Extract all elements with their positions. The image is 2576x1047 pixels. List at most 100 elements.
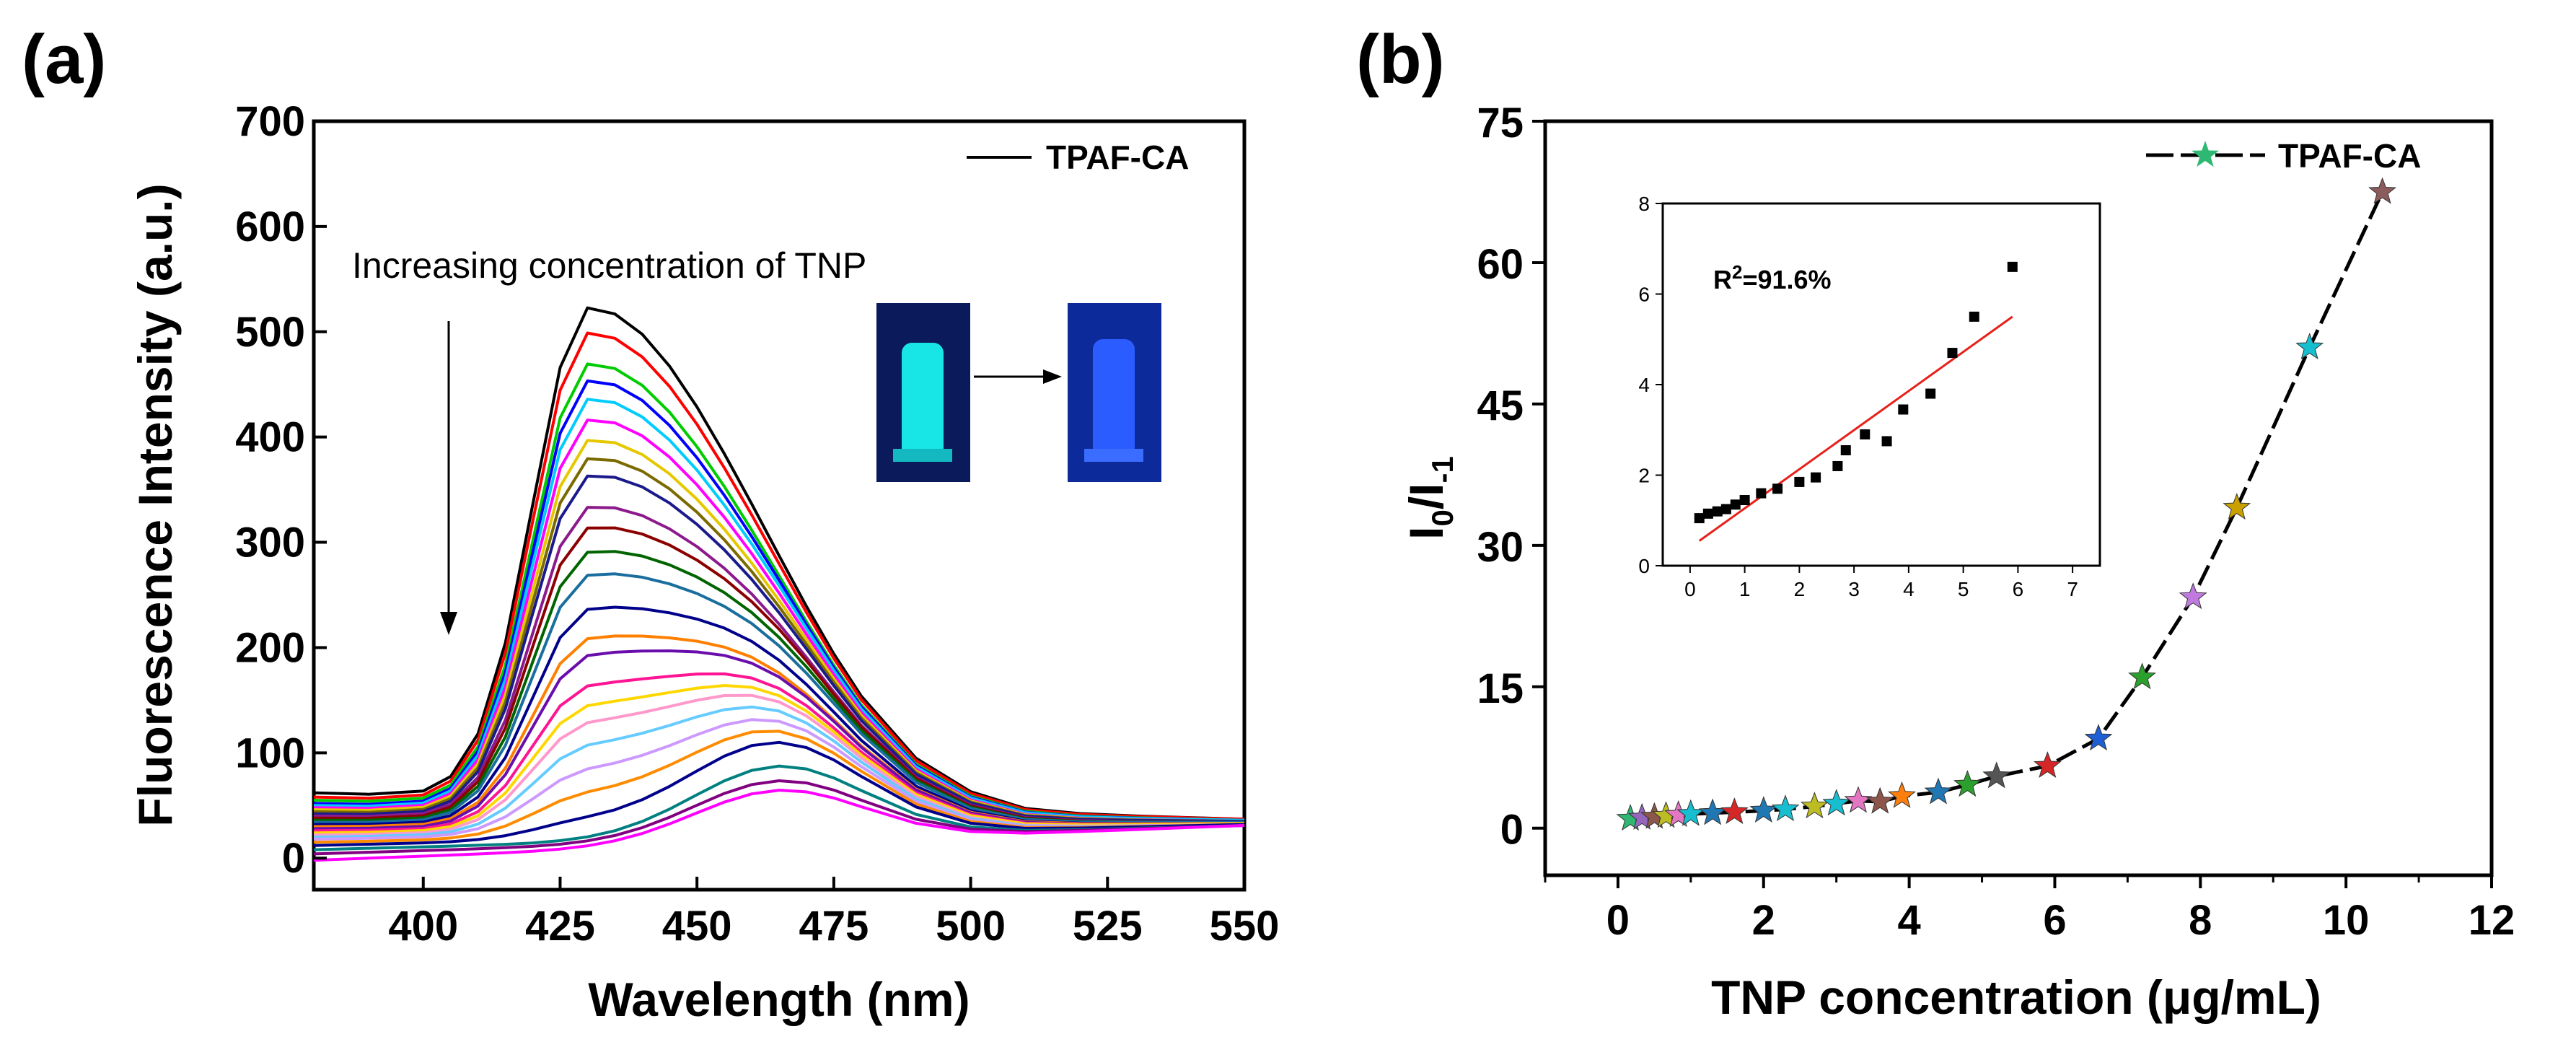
panel-a-y-tick-label: 600 xyxy=(235,203,305,250)
panel-b-y-axis-title: I0/I-1 xyxy=(1399,456,1459,540)
inset-x-tick-label: 7 xyxy=(2067,578,2078,600)
spectrum-line-5 xyxy=(313,398,1245,822)
data-point-star xyxy=(1749,796,1778,823)
inset-y-tick-label: 4 xyxy=(1638,374,1650,396)
panel-a-x-tick-label: 525 xyxy=(1073,903,1143,950)
inset-data-point xyxy=(1712,506,1723,517)
vial-photo-after xyxy=(1068,303,1161,482)
data-point-star xyxy=(1924,777,1953,805)
inset-data-point xyxy=(1881,436,1892,447)
inset-data-point xyxy=(1756,488,1767,499)
panel-b-x-tick-label: 12 xyxy=(2469,897,2515,944)
data-point-star xyxy=(1844,786,1873,813)
panel-a-x-tick-label: 450 xyxy=(662,903,732,950)
inset-x-tick-label: 3 xyxy=(1848,578,1860,600)
data-point-star xyxy=(1720,797,1749,825)
panel-b-x-tick-label: 10 xyxy=(2323,897,2370,944)
panel-b-x-tick-label: 0 xyxy=(1606,897,1630,944)
panel-b-y-tick-label: 60 xyxy=(1477,241,1524,288)
data-point-star xyxy=(2033,751,2062,778)
inset-fit-line xyxy=(1698,315,2013,542)
panel-b-x-tick-label: 4 xyxy=(1897,897,1920,944)
data-point-star xyxy=(2368,177,2397,204)
data-point-star xyxy=(2084,724,2113,751)
panel-a-y-tick-label: 500 xyxy=(235,309,305,356)
inset-axes: 0 1 2 3 4 5 6 7 0 2 4 6 8 xyxy=(1638,193,2078,600)
panel-a-curves xyxy=(313,306,1245,862)
panel-a-x-tick-label: 475 xyxy=(799,903,869,950)
data-point-star xyxy=(1865,787,1894,814)
vial-arrow xyxy=(974,369,1062,384)
panel-b-y-tick-label: 15 xyxy=(1477,665,1524,712)
inset-data-point xyxy=(1720,504,1731,514)
panel-b-x-tick-label: 8 xyxy=(2189,897,2212,944)
inset-x-tick-label: 1 xyxy=(1739,578,1751,600)
inset-points xyxy=(1694,261,2018,524)
panel-a-y-tick-label: 200 xyxy=(235,624,305,671)
panel-b-y-tick-label: 0 xyxy=(1500,807,1524,854)
panel-a-x-tick-label: 400 xyxy=(388,903,458,950)
inset-x-tick-label: 6 xyxy=(2013,578,2024,600)
panel-b-y-tick-label: 75 xyxy=(1477,100,1524,146)
panel-b-x-tick-label: 2 xyxy=(1752,897,1775,944)
spectrum-line-23 xyxy=(313,740,1245,847)
inset-data-point xyxy=(2007,261,2018,272)
inset-y-tick-label: 6 xyxy=(1638,284,1650,306)
inset-y-tick-label: 0 xyxy=(1638,555,1650,577)
panel-b-legend-marker xyxy=(2192,141,2219,167)
spectrum-line-18 xyxy=(313,684,1245,835)
concentration-annotation: Increasing concentration of TNP xyxy=(352,245,866,286)
inset-data-point xyxy=(1925,388,1936,399)
inset-data-point xyxy=(1772,483,1783,494)
spectrum-line-13 xyxy=(313,572,1244,824)
panel-a-y-tick-label: 300 xyxy=(235,520,305,566)
data-point-star xyxy=(2128,662,2156,690)
panel-a-spectra: 400 425 450 475 500 525 550 0 100 200 300 400 500 600… xyxy=(128,98,1279,1026)
data-point-star xyxy=(1822,789,1851,816)
inset-r2-label: R2=91.6% xyxy=(1713,261,1832,294)
panel-b-letter: (b) xyxy=(1356,21,1445,98)
panel-b-legend-label: TPAF-CA xyxy=(2278,137,2421,175)
panel-a-y-tick-label: 0 xyxy=(282,835,305,882)
inset-data-point xyxy=(1898,404,1909,415)
data-point-star xyxy=(1982,761,2011,789)
data-point-star xyxy=(1698,798,1727,825)
panel-a-x-tick-label: 500 xyxy=(936,903,1006,950)
inset-data-point xyxy=(1840,444,1851,455)
inset-x-tick-label: 0 xyxy=(1684,578,1696,600)
panel-a-y-axis-title: Fluorescence Intensity (a.u.) xyxy=(128,183,182,826)
data-point-star xyxy=(1888,781,1916,808)
inset-data-point xyxy=(1794,476,1805,487)
inset-y-tick-label: 2 xyxy=(1638,465,1650,487)
inset-x-tick-label: 5 xyxy=(1958,578,1969,600)
inset-y-tick-label: 8 xyxy=(1638,193,1650,215)
panel-a-y-tick-label: 100 xyxy=(235,730,305,776)
panel-a-legend: TPAF-CA xyxy=(967,139,1189,176)
data-point-star xyxy=(2179,582,2207,610)
concentration-arrow xyxy=(440,321,457,635)
spectrum-line-25 xyxy=(313,779,1245,856)
panel-b-frame xyxy=(1543,119,2494,877)
panel-b-x-axis-title: TNP concentration (μg/mL) xyxy=(1711,971,2321,1024)
data-point-star xyxy=(1953,770,1982,797)
inset-data-point xyxy=(1969,311,1979,322)
panel-b-points xyxy=(1616,177,2397,831)
panel-b-x-tick-label: 6 xyxy=(2043,897,2066,944)
panel-b-legend: TPAF-CA xyxy=(2146,137,2421,175)
svg-text:R2=91.6%: R2=91.6% xyxy=(1713,261,1832,294)
panel-a-legend-label: TPAF-CA xyxy=(1046,139,1189,176)
data-point-star xyxy=(1771,794,1800,822)
inset-data-point xyxy=(1860,429,1871,440)
panel-a-x-axis-title: Wavelength (nm) xyxy=(588,973,970,1026)
inset-data-point xyxy=(1694,513,1705,524)
inset-data-point xyxy=(1947,348,1958,359)
inset-data-point xyxy=(1730,499,1741,510)
inset-x-tick-label: 4 xyxy=(1903,578,1915,600)
inset-data-point xyxy=(1811,472,1821,483)
panel-b-y-tick-label: 45 xyxy=(1477,382,1524,429)
data-point-star xyxy=(2295,333,2324,360)
inset-x-tick-label: 2 xyxy=(1794,578,1806,600)
panel-b-y-tick-label: 30 xyxy=(1477,524,1524,571)
panel-a-axes: 400 425 450 475 500 525 550 0 100 200 300 400 500 600… xyxy=(235,98,1279,950)
